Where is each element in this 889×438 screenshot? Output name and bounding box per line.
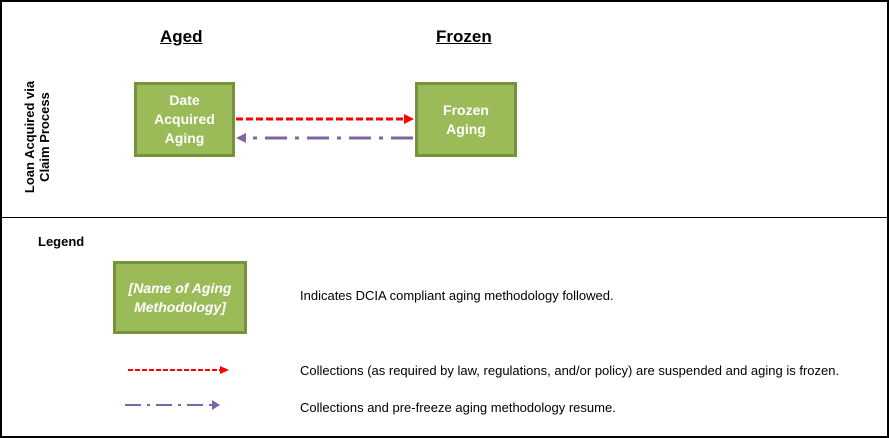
column-header-frozen: Frozen — [436, 27, 492, 46]
node-date-acquired-aging: Date Acquired Aging — [134, 82, 235, 157]
legend-title: Legend — [38, 234, 85, 249]
section-divider — [2, 217, 887, 218]
resume-arrowhead — [236, 133, 246, 143]
freeze-arrowhead — [404, 114, 414, 124]
legend-resume-arrowhead — [212, 400, 220, 410]
node-frozen-aging: Frozen Aging — [415, 82, 517, 157]
column-header-aged: Aged — [160, 27, 203, 46]
legend-box-description: Indicates DCIA compliant aging methodolo… — [300, 288, 614, 303]
legend-methodology-box: [Name of Aging Methodology] — [113, 261, 247, 334]
legend-freeze-description: Collections (as required by law, regulat… — [300, 363, 840, 378]
legend-freeze-arrowhead — [220, 366, 229, 374]
legend-resume-description: Collections and pre-freeze aging methodo… — [300, 400, 616, 415]
